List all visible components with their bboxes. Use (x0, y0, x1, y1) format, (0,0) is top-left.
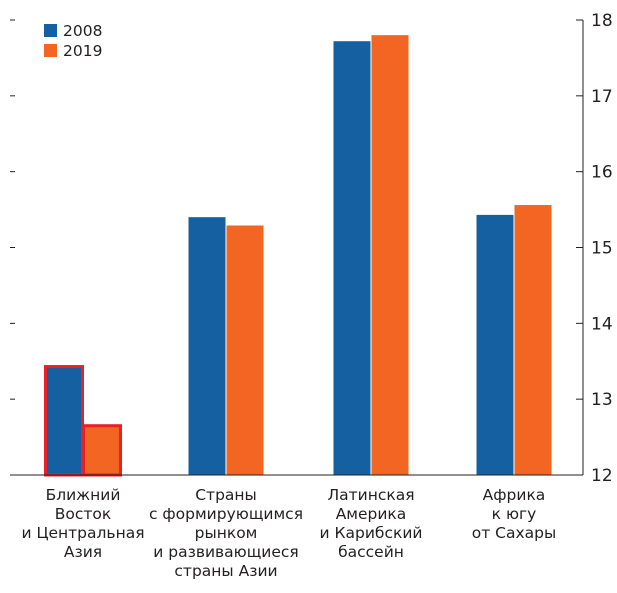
y-tick-label: 18 (591, 11, 613, 31)
category-label-2: Страны с формирующимся рынком и развивающие… (149, 486, 303, 580)
category-label-3: Латинская Америка и Карибский бассейн (319, 486, 422, 561)
y-tick-label: 17 (591, 87, 613, 107)
y-tick-label: 14 (591, 314, 613, 334)
category-label-line: и развивающиеся (153, 543, 299, 561)
y-tick-label: 16 (591, 163, 613, 183)
legend-label-2008: 2008 (63, 22, 102, 40)
category-label-line: Латинская (327, 486, 414, 504)
legend-swatch-2019 (44, 44, 57, 57)
left-axis-ticks (10, 19, 15, 476)
bar-2019-category-1 (82, 424, 122, 477)
y-tick-label: 13 (591, 390, 613, 410)
bar-2019-category-2 (226, 225, 264, 475)
category-label-line: и Центральная (21, 524, 144, 542)
category-label-line: Америка (336, 505, 407, 523)
category-label-line: с формирующимся (149, 505, 303, 523)
bar-2008-category-3 (333, 41, 371, 475)
bar-2008-category-1 (44, 365, 84, 477)
category-label-line: Ближний (46, 486, 121, 504)
legend: 2008 2019 (44, 22, 102, 60)
bars (44, 35, 552, 477)
y-axis-ticks: 12 13 14 15 16 17 18 (576, 11, 613, 486)
legend-swatch-2008 (44, 24, 57, 37)
category-label-1: Ближний Восток и Центральная Азия (21, 486, 144, 561)
y-tick-label: 15 (591, 239, 613, 259)
category-label-line: к югу (492, 505, 537, 523)
category-label-line: рынком (195, 524, 258, 542)
y-tick-label: 12 (591, 466, 613, 486)
bar-2008-category-2 (188, 217, 226, 475)
category-label-line: страны Азии (174, 562, 277, 580)
category-label-4: Африка к югу от Сахары (472, 486, 557, 542)
category-label-line: и Карибский (319, 524, 422, 542)
bar-2019-category-3 (371, 35, 409, 476)
category-label-line: бассейн (338, 543, 404, 561)
bar-2008-category-4 (476, 214, 514, 475)
category-label-line: Восток (55, 505, 112, 523)
bar-2019-category-4 (514, 205, 552, 476)
category-label-line: Африка (483, 486, 546, 504)
category-label-line: от Сахары (472, 524, 557, 542)
category-label-line: Страны (195, 486, 257, 504)
legend-label-2019: 2019 (63, 42, 102, 60)
category-label-line: Азия (64, 543, 102, 561)
